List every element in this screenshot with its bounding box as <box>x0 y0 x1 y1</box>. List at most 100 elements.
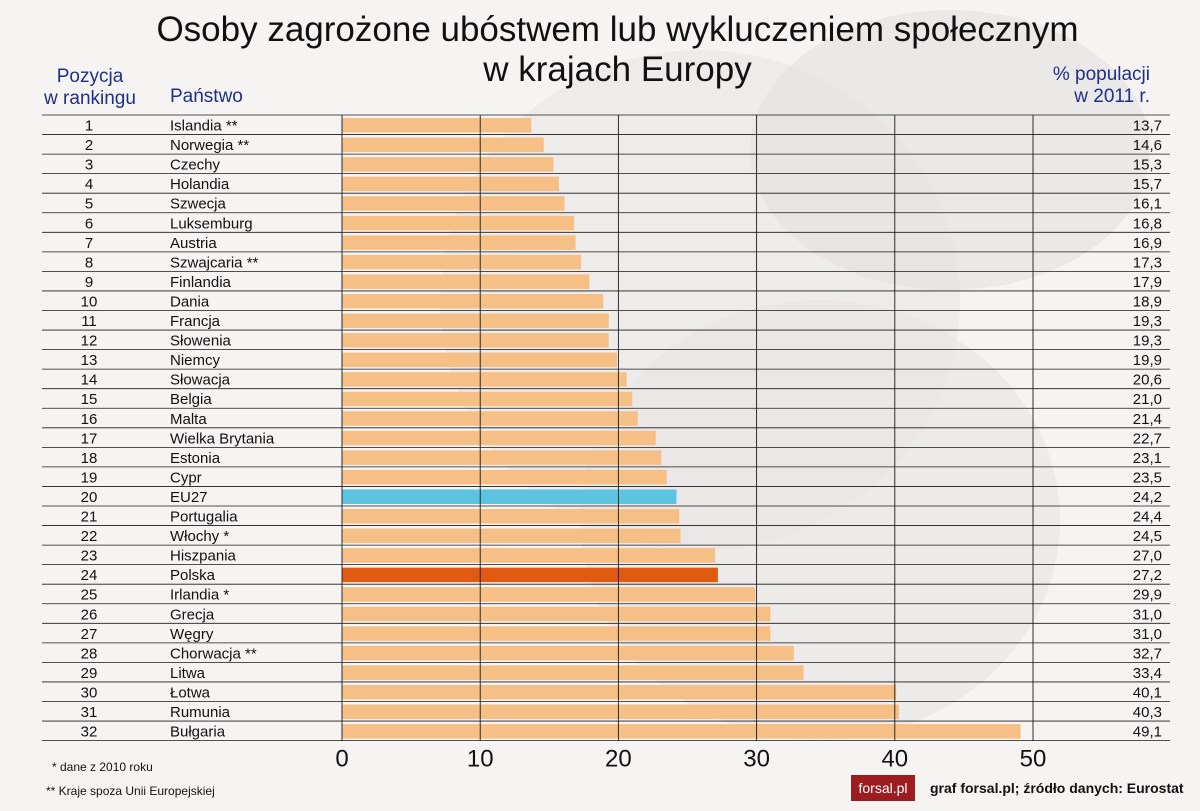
bar-7 <box>342 235 576 250</box>
tick-label-20: 20 <box>605 746 632 773</box>
bar-15 <box>342 391 633 407</box>
rank-15: 15 <box>81 391 98 408</box>
rank-19: 19 <box>81 469 98 486</box>
bar-1 <box>342 118 532 133</box>
chart-title-line-2: w krajach Europy <box>483 50 752 89</box>
value-header: % populacji w 2011 r. <box>1053 64 1150 108</box>
value-label: 13,7 <box>1133 118 1162 135</box>
value-label: 31,0 <box>1133 606 1162 623</box>
rank-18: 18 <box>81 450 98 467</box>
value-label: 14,6 <box>1133 137 1162 154</box>
bar-25 <box>342 587 756 602</box>
country-label: Wielka Brytania <box>170 430 275 447</box>
value-label: 31,0 <box>1133 626 1162 643</box>
country-label: Czechy <box>170 157 221 174</box>
country-label: Chorwacja ** <box>170 645 257 662</box>
rank-29: 29 <box>81 665 98 682</box>
rank-4: 4 <box>85 176 93 193</box>
value-label: 19,3 <box>1133 313 1162 330</box>
value-label: 16,8 <box>1133 215 1162 232</box>
rank-22: 22 <box>81 528 98 545</box>
value-label: 49,1 <box>1133 724 1162 741</box>
value-label: 29,9 <box>1133 587 1162 604</box>
bar-16 <box>342 411 638 426</box>
country-label: Norwegia ** <box>170 137 249 154</box>
bar-26 <box>342 606 771 622</box>
value-label: 19,9 <box>1133 352 1162 369</box>
bar-18 <box>342 450 662 465</box>
rank-31: 31 <box>81 704 98 721</box>
country-label: Belgia <box>170 391 212 408</box>
country-label: Bułgaria <box>170 724 226 741</box>
rank-8: 8 <box>85 254 93 271</box>
value-label: 19,3 <box>1133 333 1162 350</box>
country-label: Szwajcaria ** <box>170 254 259 271</box>
value-label: 17,3 <box>1133 254 1162 271</box>
value-label: 24,2 <box>1133 489 1162 506</box>
country-label: Portugalia <box>170 509 238 526</box>
value-label: 16,1 <box>1133 196 1162 213</box>
country-label: Łotwa <box>170 684 211 701</box>
value-label: 23,1 <box>1133 450 1162 467</box>
country-label: Włochy * <box>170 528 229 545</box>
value-label: 24,5 <box>1133 528 1162 545</box>
country-label: Irlandia * <box>170 587 229 604</box>
rank-24: 24 <box>81 567 98 584</box>
country-label: Finlandia <box>170 274 232 291</box>
rank-20: 20 <box>81 489 98 506</box>
bar-21 <box>342 509 680 524</box>
country-label: Słowacja <box>170 372 231 389</box>
bar-4 <box>342 176 559 192</box>
rank-header: Pozycja w rankingu <box>30 66 150 110</box>
tick-label-0: 0 <box>335 746 348 773</box>
bar-10 <box>342 293 604 309</box>
rank-1: 1 <box>85 118 93 135</box>
value-label: 21,0 <box>1133 391 1162 408</box>
chart-title: Osoby zagrożone ubóstwem lub wykluczenie… <box>0 10 1200 90</box>
bar-24 <box>342 567 718 583</box>
value-label: 16,9 <box>1133 235 1162 252</box>
value-label: 22,7 <box>1133 430 1162 447</box>
rank-27: 27 <box>81 626 98 643</box>
rank-12: 12 <box>81 333 98 350</box>
country-label: EU27 <box>170 489 208 506</box>
bar-14 <box>342 372 627 387</box>
country-label: Cypr <box>170 469 202 486</box>
tick-label-40: 40 <box>881 746 908 773</box>
value-label: 40,1 <box>1133 684 1162 701</box>
rank-23: 23 <box>81 548 98 565</box>
bar-12 <box>342 333 609 348</box>
source-text: graf forsal.pl; źródło danych: Eurostat <box>930 780 1184 796</box>
rank-header-line-2: w rankingu <box>44 88 136 109</box>
country-label: Litwa <box>170 665 206 682</box>
bar-23 <box>342 548 716 563</box>
bar-9 <box>342 274 590 289</box>
bar-8 <box>342 254 582 270</box>
rank-21: 21 <box>81 509 98 526</box>
country-label: Holandia <box>170 176 230 193</box>
bar-13 <box>342 352 618 368</box>
value-label: 23,5 <box>1133 469 1162 486</box>
footnote-non-eu: ** Kraje spoza Unii Europejskiej <box>46 784 215 798</box>
value-label: 21,4 <box>1133 411 1162 428</box>
country-label: Węgry <box>170 626 214 643</box>
footnote-2010: * dane z 2010 roku <box>52 760 153 774</box>
rank-3: 3 <box>85 157 93 174</box>
rank-2: 2 <box>85 137 93 154</box>
value-label: 32,7 <box>1133 645 1162 662</box>
country-label: Estonia <box>170 450 221 467</box>
bar-5 <box>342 196 565 211</box>
rank-26: 26 <box>81 606 98 623</box>
bar-6 <box>342 215 575 231</box>
rank-6: 6 <box>85 215 93 232</box>
rank-header-line-1: Pozycja <box>56 66 124 87</box>
rank-11: 11 <box>81 313 97 330</box>
value-label: 33,4 <box>1133 665 1162 682</box>
rank-16: 16 <box>81 411 98 428</box>
country-header: Państwo <box>170 86 243 107</box>
bar-17 <box>342 430 656 446</box>
value-label: 24,4 <box>1133 509 1162 526</box>
rank-9: 9 <box>85 274 93 291</box>
country-label: Rumunia <box>170 704 231 721</box>
